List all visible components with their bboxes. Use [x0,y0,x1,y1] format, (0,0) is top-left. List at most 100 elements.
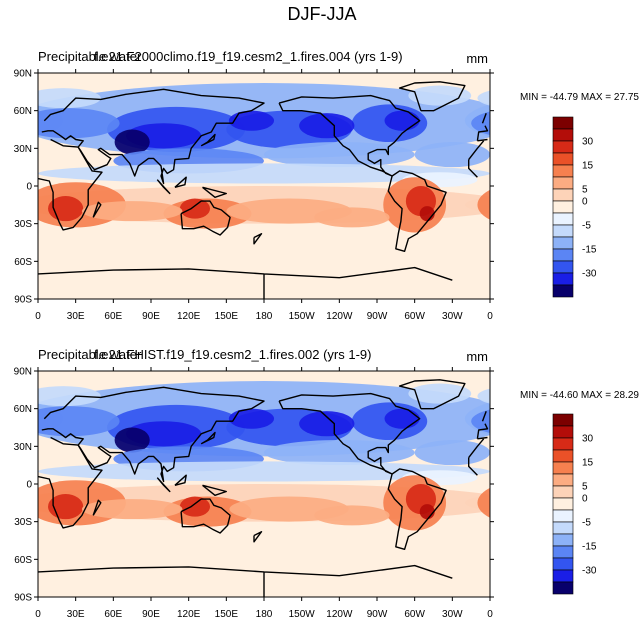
colorbar-label: 0 [582,197,588,208]
field-patch [0,384,19,404]
colorbar-swatch [552,128,574,142]
field-patch [477,388,490,404]
coastline [202,186,227,198]
case-name: f.e21.F2000climo.f19_f19.cesm2_1.fires.0… [94,49,403,64]
lat-tick-label: 60N [14,106,32,117]
field-patch [632,199,644,219]
lon-tick-label: 0 [487,311,493,322]
lon-tick-label: 0 [487,609,493,620]
field-patch [81,499,183,520]
colorbar-swatch [552,413,574,427]
lon-tick-label: 0 [35,311,41,322]
field-patch [38,406,120,437]
colorbar-swatch [552,509,574,523]
colorbar-swatch [552,176,574,190]
field-patch [477,487,490,518]
field-patch [38,108,120,139]
coastline [174,474,187,486]
coastline [180,498,231,534]
field-patch [408,383,472,404]
lat-tick-label: 30N [14,442,32,453]
colorbar-swatch [552,236,574,250]
field-patch [384,408,420,429]
field-patch [616,199,644,229]
lon-tick-label: 60E [104,609,122,620]
colorbar-label: 5 [582,185,588,196]
field-patch [565,148,644,173]
coastline [398,81,466,112]
coastline [200,133,216,147]
colorbar-swatch [552,521,574,535]
lon-tick-label: 180 [256,609,273,620]
colorbar-label: -5 [582,221,591,232]
field-patch [419,206,435,222]
colorbar-label: 15 [582,458,594,469]
lon-tick-label: 30W [442,311,463,322]
field-patch [632,497,644,517]
colorbar-swatch [552,224,574,238]
field-patch [314,505,390,526]
coastline [278,94,421,177]
field-patch [179,198,211,219]
colorbar: 30 15 50 -5 -15 -30 [552,413,597,595]
field-patch [477,90,490,106]
field-patch [38,240,64,252]
lon-tick-label: 60E [104,311,122,322]
colorbar-swatch [552,533,574,547]
field-patch [500,494,535,519]
colorbar-swatch [552,152,574,166]
lon-tick-label: 90E [142,609,160,620]
lon-tick-label: 30E [67,609,85,620]
colorbar-swatch [552,569,574,583]
lat-tick-label: 90N [14,367,32,378]
field-patch [38,461,490,482]
lon-tick-label: 120W [326,609,353,620]
lon-tick-label: 150W [289,311,316,322]
field-patch [464,240,490,252]
field-patch [228,110,275,131]
lat-tick-label: 90S [14,593,32,604]
coastline [174,176,187,188]
coastline [92,201,102,218]
lon-tick-label: 60W [404,609,425,620]
lat-tick-label: 90S [14,295,32,306]
lon-tick-label: 30W [442,609,463,620]
colorbar-swatch [552,164,574,178]
colorbar-label: 0 [582,494,588,505]
map-panel-1: Precipitable waterf.e21.F2000climo.f19_f… [0,49,644,322]
field-patch [0,172,25,187]
map-field [0,371,644,597]
lon-tick-label: 90W [367,609,388,620]
coastline [253,233,263,245]
lon-tick-label: 120E [177,311,201,322]
lat-tick-label: 60S [14,257,32,268]
field-patch [464,538,490,550]
colorbar-label: 5 [582,482,588,493]
lat-tick-label: 0 [26,480,32,491]
colorbar-swatch [552,485,574,499]
figure-title: DJF-JJA [287,4,357,24]
lon-tick-label: 150W [289,609,316,620]
case-name: f.e21.FHIST.f19_f19.cesm2_1.fires.002 (y… [94,347,371,362]
coastline [387,170,447,252]
colorbar-swatch [552,248,574,262]
colorbar-swatch [552,461,574,475]
colorbar-label: 15 [582,161,594,172]
lat-tick-label: 0 [26,182,32,193]
lon-tick-label: 0 [35,609,41,620]
field-patch [419,504,435,520]
lat-tick-label: 30N [14,144,32,155]
field-patch [0,163,38,183]
colorbar-swatch [552,200,574,214]
colorbar-label: -15 [582,542,597,553]
field-patch [0,470,25,485]
lon-tick-label: 120E [177,609,201,620]
coastline [38,266,453,299]
colorbar-label: -30 [582,566,597,577]
coastline [92,499,102,516]
colorbar-swatch [552,581,574,595]
lat-tick-label: 30S [14,517,32,528]
colorbar-swatch [552,272,574,286]
field-patch [38,538,64,550]
